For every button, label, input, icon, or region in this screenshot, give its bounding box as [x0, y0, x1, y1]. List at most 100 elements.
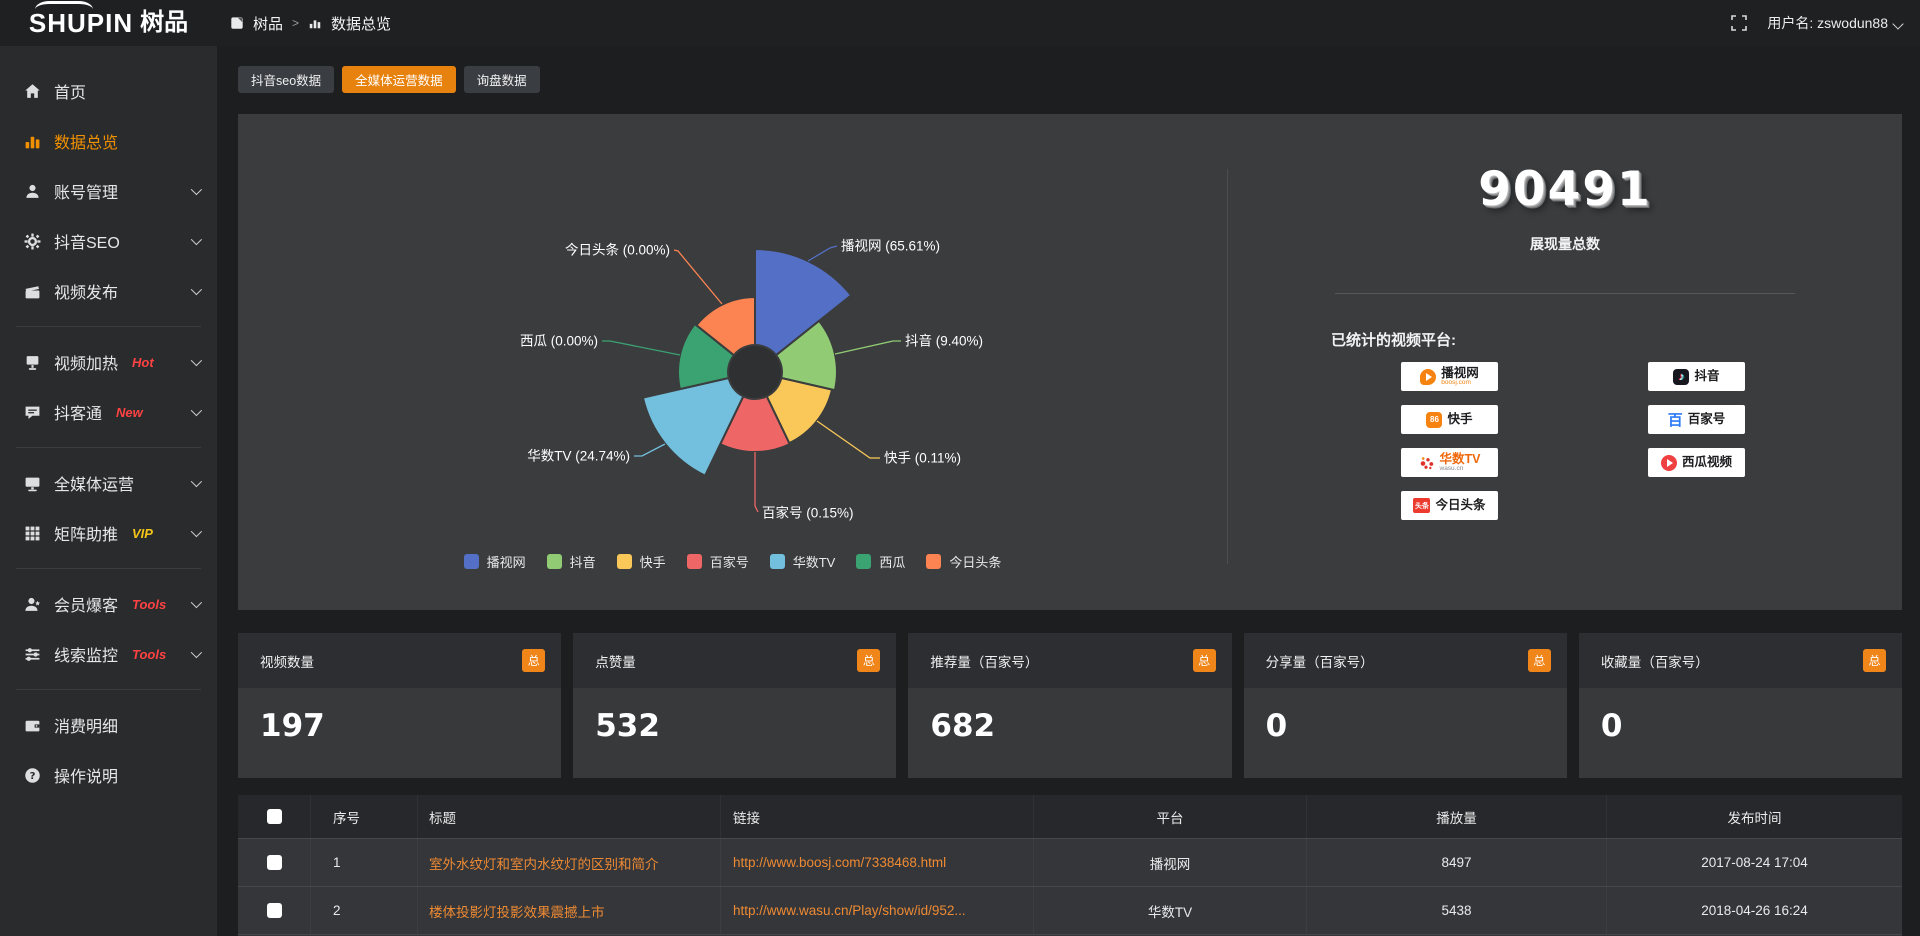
legend-item-西瓜[interactable]: 西瓜: [856, 552, 905, 571]
platforms-label: 已统计的视频平台:: [1331, 332, 1456, 349]
data-tabs: 抖音seo数据 全媒体运营数据 询盘数据: [238, 66, 540, 93]
gear-icon: [24, 233, 41, 250]
sidebar-item-sliders[interactable]: 线索监控 Tools: [0, 629, 217, 679]
sidebar-nav: 首页数据总览账号管理抖音SEO 视频发布视频加热 Hot 抖客通 New 全媒体运营矩阵助…: [0, 46, 217, 936]
sidebar-item-wallet[interactable]: 消费明细: [0, 700, 217, 750]
pie-slice-西瓜[interactable]: [677, 322, 736, 391]
app-logo: SHUPIN 树品: [0, 0, 217, 46]
tab-0[interactable]: 抖音seo数据: [238, 66, 335, 93]
sidebar-item-user[interactable]: 账号管理: [0, 166, 217, 216]
chevron-down-icon: [190, 646, 203, 659]
fullscreen-icon[interactable]: [1731, 15, 1748, 31]
sidebar-item-video-heat[interactable]: 视频加热 Hot: [0, 337, 217, 387]
legend-label: 抖音: [569, 555, 596, 570]
bar-chart-icon: [308, 16, 322, 30]
summary-section: 90491 展现量总数 已统计的视频平台: 播视网 boosj.com 86 快手 华数…: [1228, 114, 1902, 610]
pie-label-播视网: 播视网 (65.61%): [841, 239, 940, 254]
breadcrumb-current[interactable]: 数据总览: [331, 15, 392, 33]
pie-center-hole: [729, 346, 781, 398]
platform-badge-boosj: 播视网 boosj.com: [1401, 362, 1498, 391]
select-all-checkbox[interactable]: [266, 809, 282, 824]
total-badge: 总: [522, 649, 546, 672]
cell-index: 2: [311, 887, 418, 934]
pie-slice-抖音[interactable]: [774, 319, 838, 392]
platform-badge-baijiahao: 百百家号: [1648, 405, 1745, 434]
pie-slice-华数TV[interactable]: [641, 376, 745, 477]
sidebar-item-bar-chart[interactable]: 数据总览: [0, 116, 217, 166]
legend-item-华数TV[interactable]: 华数TV: [769, 552, 836, 571]
wasu-logo-icon: [1419, 455, 1435, 471]
sidebar-item-monitor[interactable]: 全媒体运营: [0, 458, 217, 508]
legend-item-百家号[interactable]: 百家号: [686, 552, 749, 571]
stat-card-title: 推荐量（百家号）: [930, 654, 1039, 670]
stat-card-value: 0: [1600, 708, 1623, 744]
label-leader-line: [634, 443, 666, 457]
pie-slice-今日头条[interactable]: [694, 295, 756, 357]
chevron-down-icon: [190, 233, 203, 246]
stat-card-title: 分享量（百家号）: [1265, 654, 1374, 670]
sidebar-item-question[interactable]: ? 操作说明: [0, 750, 217, 800]
legend-label: 华数TV: [792, 555, 836, 570]
sidebar-item-label: 数据总览: [54, 135, 119, 152]
label-leader-line: [673, 249, 723, 305]
tab-1[interactable]: 全媒体运营数据: [342, 66, 456, 93]
svg-text:?: ?: [30, 771, 36, 782]
total-impressions-label: 展现量总数: [1530, 236, 1600, 252]
chevron-down-icon: [190, 475, 203, 488]
member-icon: [24, 596, 41, 613]
video-url-link[interactable]: http://www.boosj.com/7338468.html: [733, 855, 947, 870]
stat-card-1: 点赞量 总 532: [573, 633, 897, 778]
legend-item-播视网[interactable]: 播视网: [463, 552, 526, 571]
user-area: 用户名: zswodun88: [1731, 0, 1904, 46]
sidebar-item-grid[interactable]: 矩阵助推 VIP: [0, 508, 217, 558]
sidebar-item-home[interactable]: 首页: [0, 66, 217, 116]
cell-plays: 8497: [1307, 839, 1607, 886]
cell-time: 2017-08-24 17:04: [1701, 855, 1808, 870]
sidebar-item-label: 视频发布: [54, 285, 119, 302]
pie-slice-播视网[interactable]: [754, 247, 853, 357]
stat-card-value: 0: [1265, 708, 1288, 744]
sidebar-item-label: 抖客通: [54, 406, 103, 423]
cell-platform: 播视网: [1034, 839, 1307, 886]
breadcrumb-root[interactable]: 树品: [253, 15, 284, 33]
row-checkbox[interactable]: [266, 855, 282, 870]
platform-badge-douyin: ♪ 抖音: [1648, 362, 1745, 391]
table-row-2: 2 楼体投影灯投影效果震撼上市 http://www.wasu.cn/Play/sh…: [238, 886, 1902, 934]
logo-wordmark: SHUPIN: [29, 1, 133, 36]
sidebar-item-label: 账号管理: [54, 185, 119, 202]
video-heat-icon: [24, 354, 41, 371]
total-badge: 总: [1192, 649, 1216, 672]
header-cell-5: 播放量: [1307, 795, 1607, 838]
table-row-partial: [238, 934, 1902, 936]
legend-item-今日头条[interactable]: 今日头条: [926, 552, 1001, 571]
legend-swatch: [926, 554, 942, 569]
sidebar-badge-vip: VIP: [132, 525, 153, 541]
pie-label-抖音: 抖音 (9.40%): [905, 333, 983, 349]
video-title-link[interactable]: 室外水纹灯和室内水纹灯的区别和简介: [429, 856, 659, 872]
username-dropdown[interactable]: 用户名: zswodun88: [1767, 13, 1904, 33]
sidebar-item-gear[interactable]: 抖音SEO: [0, 216, 217, 266]
video-title-link[interactable]: 楼体投影灯投影效果震撼上市: [429, 904, 605, 920]
logo-cn-text: 树品: [140, 9, 189, 36]
legend-item-快手[interactable]: 快手: [616, 552, 666, 571]
sidebar-item-label: 全媒体运营: [54, 477, 135, 494]
sidebar-item-label: 视频加热: [54, 356, 119, 373]
question-icon: ?: [24, 767, 41, 784]
legend-swatch: [686, 554, 702, 569]
sidebar-item-label: 消费明细: [54, 719, 119, 736]
baijiahao-logo-icon: 百: [1667, 412, 1683, 429]
header-cell-3: 链接: [721, 795, 1034, 838]
pie-label-百家号: 百家号 (0.15%): [762, 505, 854, 521]
sidebar-item-member[interactable]: 会员爆客 Tools: [0, 579, 217, 629]
sidebar-item-video-publish[interactable]: 视频发布: [0, 266, 217, 316]
chart-legend: 播视网 抖音 快手 百家号 华数TV 西瓜 今日头条: [238, 552, 1227, 571]
row-checkbox[interactable]: [266, 903, 282, 918]
sidebar-item-label: 操作说明: [54, 769, 119, 786]
platform-badge-toutiao: 头条 今日头条: [1401, 491, 1498, 520]
tab-2[interactable]: 询盘数据: [463, 66, 540, 93]
top-bar: SHUPIN 树品 树品 > 数据总览 用户名: zswodun88: [0, 0, 1920, 46]
platform-badges-col2: ♪ 抖音百百家号 西瓜视频: [1648, 362, 1745, 477]
video-url-link[interactable]: http://www.wasu.cn/Play/show/id/952...: [733, 903, 966, 918]
sidebar-item-chat[interactable]: 抖客通 New: [0, 387, 217, 437]
legend-item-抖音[interactable]: 抖音: [546, 552, 596, 571]
